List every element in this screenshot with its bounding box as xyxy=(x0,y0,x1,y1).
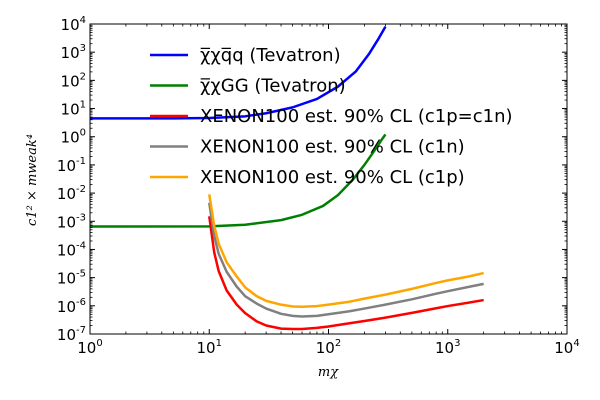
y-tick-label: 100 xyxy=(61,128,86,147)
y-axis-label: c1² × mweak⁴ xyxy=(25,134,40,226)
y-tick-label: 10-2 xyxy=(57,184,86,203)
y-tick-label: 10-3 xyxy=(57,212,86,231)
y-tick-label: 10-7 xyxy=(57,325,86,344)
y-tick-label: 10-4 xyxy=(57,240,86,259)
series-line-4 xyxy=(208,194,484,308)
x-tick-label: 101 xyxy=(197,338,222,357)
series-line-0 xyxy=(90,26,387,120)
y-tick-label: 102 xyxy=(61,71,86,90)
legend-label-1: χ̅χGG (Tevatron) xyxy=(200,76,346,97)
legend-label-0: χ̅χq̅q (Tevatron) xyxy=(200,45,341,66)
x-axis-label: mχ xyxy=(318,365,339,380)
y-tick-label: 10-6 xyxy=(57,297,86,316)
y-tick-label: 10-1 xyxy=(57,156,86,175)
y-tick-label: 104 xyxy=(61,15,86,34)
x-tick-label: 102 xyxy=(316,338,341,357)
series-line-3 xyxy=(208,202,484,318)
x-tick-label: 100 xyxy=(77,338,102,357)
legend: χ̅χq̅q (Tevatron) χ̅χGG (Tevatron) XENON10… xyxy=(150,45,513,188)
tick-layer: 100 101 102 103 104 104 103 102 101 100 10-1 10-2 10… xyxy=(57,15,580,357)
plot-area xyxy=(90,24,567,334)
y-tick-label: 10-5 xyxy=(57,269,86,288)
x-tick-label: 103 xyxy=(435,338,460,357)
x-tick-label: 104 xyxy=(554,338,579,357)
series-line-1 xyxy=(90,133,387,228)
y-tick-label: 103 xyxy=(61,43,86,62)
series-line-2 xyxy=(208,216,484,331)
legend-label-3: XENON100 est. 90% CL (c1n) xyxy=(200,137,465,158)
y-tick-label: 101 xyxy=(61,100,86,119)
legend-label-4: XENON100 est. 90% CL (c1p) xyxy=(200,167,465,188)
legend-label-2: XENON100 est. 90% CL (c1p=c1n) xyxy=(200,106,513,127)
series-layer xyxy=(90,26,484,331)
